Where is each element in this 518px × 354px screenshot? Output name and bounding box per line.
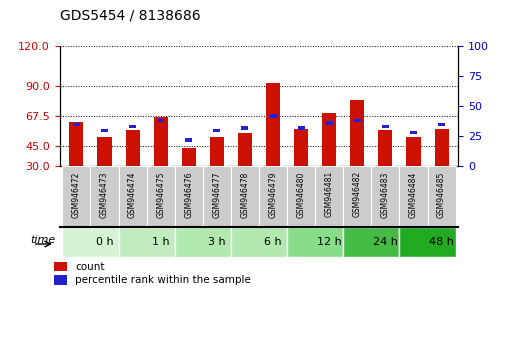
Bar [182,148,196,166]
Bar [73,122,80,126]
Bar [399,166,427,227]
Bar [322,113,336,166]
Bar [203,166,231,227]
Text: GSM946477: GSM946477 [212,171,221,218]
Text: GSM946481: GSM946481 [325,171,334,217]
Text: 24 h: 24 h [373,236,398,247]
Bar [343,166,371,227]
Bar [343,227,399,257]
Text: GSM946479: GSM946479 [268,171,278,218]
Bar [62,166,91,227]
Text: 0 h: 0 h [96,236,113,247]
Bar [438,122,445,126]
Bar [119,227,175,257]
Bar [259,166,287,227]
Bar [97,137,111,166]
Bar [154,117,168,166]
Bar [213,129,220,132]
Bar [266,84,280,166]
Bar [378,130,393,166]
Bar [62,227,119,257]
Bar [125,130,140,166]
Bar [185,138,192,142]
Text: 3 h: 3 h [208,236,226,247]
Text: GSM946472: GSM946472 [72,171,81,218]
Bar [69,122,83,166]
Bar [101,129,108,132]
Bar [407,137,421,166]
Bar [435,129,449,166]
Bar [147,166,175,227]
Bar [287,166,315,227]
Bar [175,166,203,227]
Bar [231,227,287,257]
Text: GSM946480: GSM946480 [297,171,306,218]
Bar [269,114,277,118]
Bar [231,166,259,227]
Text: GSM946475: GSM946475 [156,171,165,218]
Text: GSM946483: GSM946483 [381,171,390,218]
Bar [157,119,164,122]
Bar [298,126,305,130]
Bar [350,99,364,166]
Bar [326,121,333,125]
Bar [175,227,231,257]
Bar [119,166,147,227]
Bar [410,131,417,135]
Bar [91,166,119,227]
Text: GSM946476: GSM946476 [184,171,193,218]
Text: GSM946482: GSM946482 [353,171,362,217]
Bar [210,137,224,166]
Bar [382,125,389,129]
Legend: count, percentile rank within the sample: count, percentile rank within the sample [54,262,251,285]
Text: 12 h: 12 h [317,236,341,247]
Bar [294,129,308,166]
Text: 6 h: 6 h [264,236,282,247]
Text: GSM946473: GSM946473 [100,171,109,218]
Text: 48 h: 48 h [429,236,454,247]
Text: GDS5454 / 8138686: GDS5454 / 8138686 [60,9,200,23]
Bar [427,166,456,227]
Bar [241,126,249,130]
Text: time: time [30,235,55,245]
Bar [315,166,343,227]
Bar [371,166,399,227]
Bar [129,125,136,129]
Bar [354,119,361,122]
Text: GSM946474: GSM946474 [128,171,137,218]
Text: 1 h: 1 h [152,236,169,247]
Bar [287,227,343,257]
Text: GSM946478: GSM946478 [240,171,250,218]
Bar [238,133,252,166]
Bar [399,227,456,257]
Text: GSM946485: GSM946485 [437,171,446,218]
Text: GSM946484: GSM946484 [409,171,418,218]
